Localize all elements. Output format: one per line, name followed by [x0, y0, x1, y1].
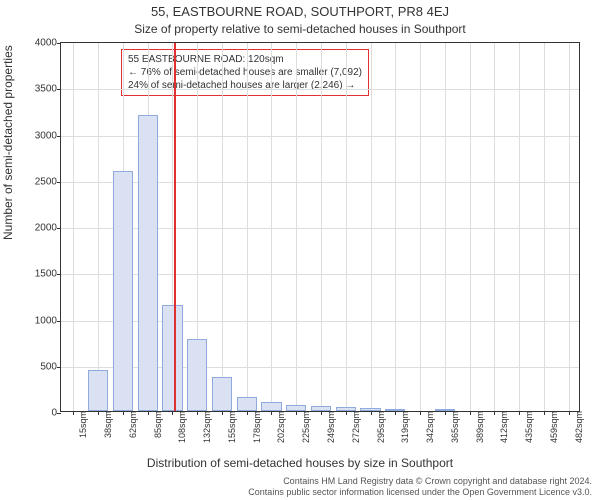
- gridline-v: [321, 43, 322, 411]
- footer-credits: Contains HM Land Registry data © Crown c…: [8, 476, 592, 498]
- ytick-mark: [57, 367, 61, 368]
- xtick-mark: [123, 411, 124, 415]
- ytick-mark: [57, 413, 61, 414]
- ytick-mark: [57, 43, 61, 44]
- histogram-bar: [113, 171, 133, 412]
- xtick-mark: [247, 411, 248, 415]
- xtick-mark: [569, 411, 570, 415]
- histogram-bar: [138, 115, 158, 411]
- xtick-label: 342sqm: [423, 411, 435, 443]
- xtick-mark: [445, 411, 446, 415]
- chart-container: 55, EASTBOURNE ROAD, SOUTHPORT, PR8 4EJ …: [0, 0, 600, 500]
- xtick-label: 155sqm: [225, 411, 237, 443]
- xtick-mark: [470, 411, 471, 415]
- gridline-v: [544, 43, 545, 411]
- ytick-mark: [57, 274, 61, 275]
- xtick-mark: [148, 411, 149, 415]
- footer-line1: Contains HM Land Registry data © Crown c…: [8, 476, 592, 487]
- xtick-label: 15sqm: [76, 411, 88, 438]
- gridline-v: [98, 43, 99, 411]
- histogram-bar: [360, 408, 380, 411]
- xtick-mark: [197, 411, 198, 415]
- xtick-label: 319sqm: [398, 411, 410, 443]
- gridline-v: [371, 43, 372, 411]
- gridline-v: [420, 43, 421, 411]
- gridline-v: [519, 43, 520, 411]
- xtick-mark: [98, 411, 99, 415]
- annotation-line1: 55 EASTBOURNE ROAD: 120sqm: [128, 53, 362, 66]
- ytick-mark: [57, 136, 61, 137]
- ytick-mark: [57, 321, 61, 322]
- plot-area: 55 EASTBOURNE ROAD: 120sqm ← 76% of semi…: [60, 42, 580, 412]
- histogram-bar: [88, 370, 108, 411]
- gridline-v: [470, 43, 471, 411]
- xtick-label: 412sqm: [497, 411, 509, 443]
- xtick-label: 389sqm: [473, 411, 485, 443]
- xtick-mark: [371, 411, 372, 415]
- footer-line2: Contains public sector information licen…: [8, 487, 592, 498]
- gridline-v: [73, 43, 74, 411]
- xtick-mark: [321, 411, 322, 415]
- histogram-bar: [385, 409, 405, 411]
- xtick-label: 295sqm: [374, 411, 386, 443]
- xtick-label: 272sqm: [349, 411, 361, 443]
- histogram-bar: [311, 406, 331, 411]
- gridline-v: [296, 43, 297, 411]
- xtick-mark: [172, 411, 173, 415]
- xtick-mark: [222, 411, 223, 415]
- xtick-label: 459sqm: [547, 411, 559, 443]
- xtick-mark: [420, 411, 421, 415]
- histogram-bar: [286, 405, 306, 411]
- histogram-bar: [261, 402, 281, 411]
- xtick-label: 62sqm: [126, 411, 138, 438]
- xtick-label: 85sqm: [151, 411, 163, 438]
- xtick-mark: [271, 411, 272, 415]
- xtick-mark: [346, 411, 347, 415]
- gridline-v: [445, 43, 446, 411]
- histogram-bar: [212, 377, 232, 411]
- xtick-label: 249sqm: [324, 411, 336, 443]
- xtick-mark: [296, 411, 297, 415]
- xtick-mark: [73, 411, 74, 415]
- xtick-mark: [395, 411, 396, 415]
- xtick-label: 108sqm: [175, 411, 187, 443]
- histogram-bar: [162, 305, 182, 411]
- annotation-line2: ← 76% of semi-detached houses are smalle…: [128, 66, 362, 79]
- reference-line: [174, 43, 176, 411]
- gridline-v: [346, 43, 347, 411]
- x-axis-label: Distribution of semi-detached houses by …: [0, 456, 600, 470]
- histogram-bar: [336, 407, 356, 411]
- xtick-mark: [494, 411, 495, 415]
- xtick-label: 435sqm: [522, 411, 534, 443]
- histogram-bar: [237, 397, 257, 411]
- gridline-v: [222, 43, 223, 411]
- gridline-v: [569, 43, 570, 411]
- xtick-mark: [519, 411, 520, 415]
- xtick-label: 365sqm: [448, 411, 460, 443]
- xtick-mark: [544, 411, 545, 415]
- xtick-label: 482sqm: [572, 411, 584, 443]
- xtick-label: 178sqm: [250, 411, 262, 443]
- xtick-label: 225sqm: [299, 411, 311, 443]
- gridline-h: [61, 89, 579, 90]
- xtick-label: 132sqm: [200, 411, 212, 443]
- histogram-bar: [435, 409, 455, 411]
- xtick-label: 38sqm: [101, 411, 113, 438]
- gridline-v: [494, 43, 495, 411]
- y-axis-label: Number of semi-detached properties: [1, 45, 15, 240]
- ytick-mark: [57, 182, 61, 183]
- histogram-bar: [187, 339, 207, 411]
- ytick-mark: [57, 89, 61, 90]
- chart-title-main: 55, EASTBOURNE ROAD, SOUTHPORT, PR8 4EJ: [0, 4, 600, 19]
- chart-title-sub: Size of property relative to semi-detach…: [0, 22, 600, 36]
- ytick-mark: [57, 228, 61, 229]
- gridline-v: [395, 43, 396, 411]
- xtick-label: 202sqm: [274, 411, 286, 443]
- gridline-v: [247, 43, 248, 411]
- gridline-v: [271, 43, 272, 411]
